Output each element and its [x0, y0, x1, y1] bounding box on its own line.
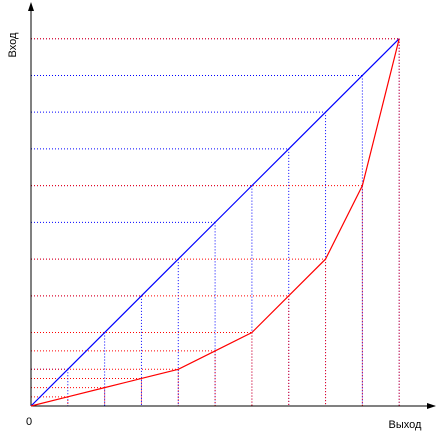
origin-label: 0: [26, 416, 32, 428]
x-axis-arrow: [427, 403, 436, 409]
series-line: [30, 38, 400, 407]
series-line: [30, 38, 400, 407]
y-axis-label: Вход: [7, 32, 19, 57]
x-axis-label: Выход: [389, 419, 422, 431]
y-axis-arrow: [28, 2, 34, 11]
